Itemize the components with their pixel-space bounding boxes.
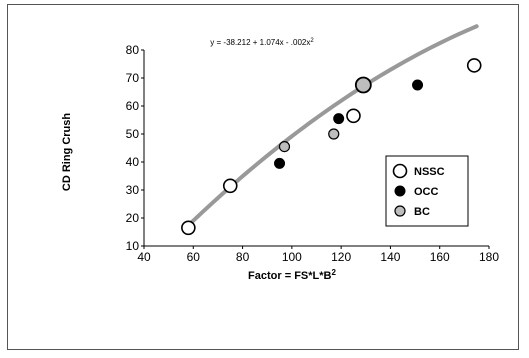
data-points <box>181 58 482 236</box>
fit-curve-layer <box>186 24 479 228</box>
y-tick-label: 70 <box>126 71 140 85</box>
y-tick-label: 40 <box>126 155 140 169</box>
legend-label-bc: BC <box>414 206 430 218</box>
occ-point <box>412 79 424 91</box>
bc-point <box>354 76 372 94</box>
x-tick-label: 120 <box>331 250 351 264</box>
y-tick-label: 60 <box>126 99 140 113</box>
x-axis-label: Factor = FS*L*B2 <box>248 268 336 282</box>
y-tick-label: 10 <box>126 239 140 253</box>
x-tick-label: 140 <box>380 250 400 264</box>
x-tick-label: 40 <box>137 250 151 264</box>
x-tick-label: 160 <box>430 250 450 264</box>
nssc-point <box>181 220 196 236</box>
legend-marker-bc <box>394 205 406 217</box>
legend-label-nssc: NSSC <box>414 166 445 178</box>
tick-labels: 40 60 80 100 120 140 160 180 10 20 30 40 50 60 70 80 <box>126 43 500 264</box>
nssc-point <box>222 178 238 194</box>
axes <box>141 49 490 249</box>
nssc-point <box>466 58 482 73</box>
y-tick-label: 20 <box>126 211 140 225</box>
y-tick-label: 30 <box>126 183 140 197</box>
legend-label-occ: OCC <box>414 186 439 198</box>
legend-marker-nssc <box>392 163 408 179</box>
x-tick-label: 80 <box>236 250 250 264</box>
occ-point <box>333 113 345 125</box>
y-axis-label: CD Ring Crush <box>61 113 73 192</box>
y-tick-label: 50 <box>126 127 140 141</box>
nssc-point <box>346 108 361 124</box>
occ-point <box>274 157 286 169</box>
legend: NSSC OCC BC <box>385 155 469 227</box>
x-tick-label: 100 <box>282 250 302 264</box>
x-tick-label: 60 <box>187 250 201 264</box>
y-tick-label: 80 <box>126 43 140 57</box>
scatter-chart: y = -38.212 + 1.074x - .002x2 40 60 80 100 1… <box>61 24 500 282</box>
equation-label: y = -38.212 + 1.074x - .002x2 <box>210 38 314 47</box>
figure-frame: y = -38.212 + 1.074x - .002x2 40 60 80 100 1… <box>7 4 519 350</box>
fit-curve <box>186 24 479 228</box>
x-tick-label: 180 <box>479 250 499 264</box>
bc-point <box>328 128 340 140</box>
bc-point <box>278 141 291 153</box>
legend-marker-occ <box>394 185 406 197</box>
